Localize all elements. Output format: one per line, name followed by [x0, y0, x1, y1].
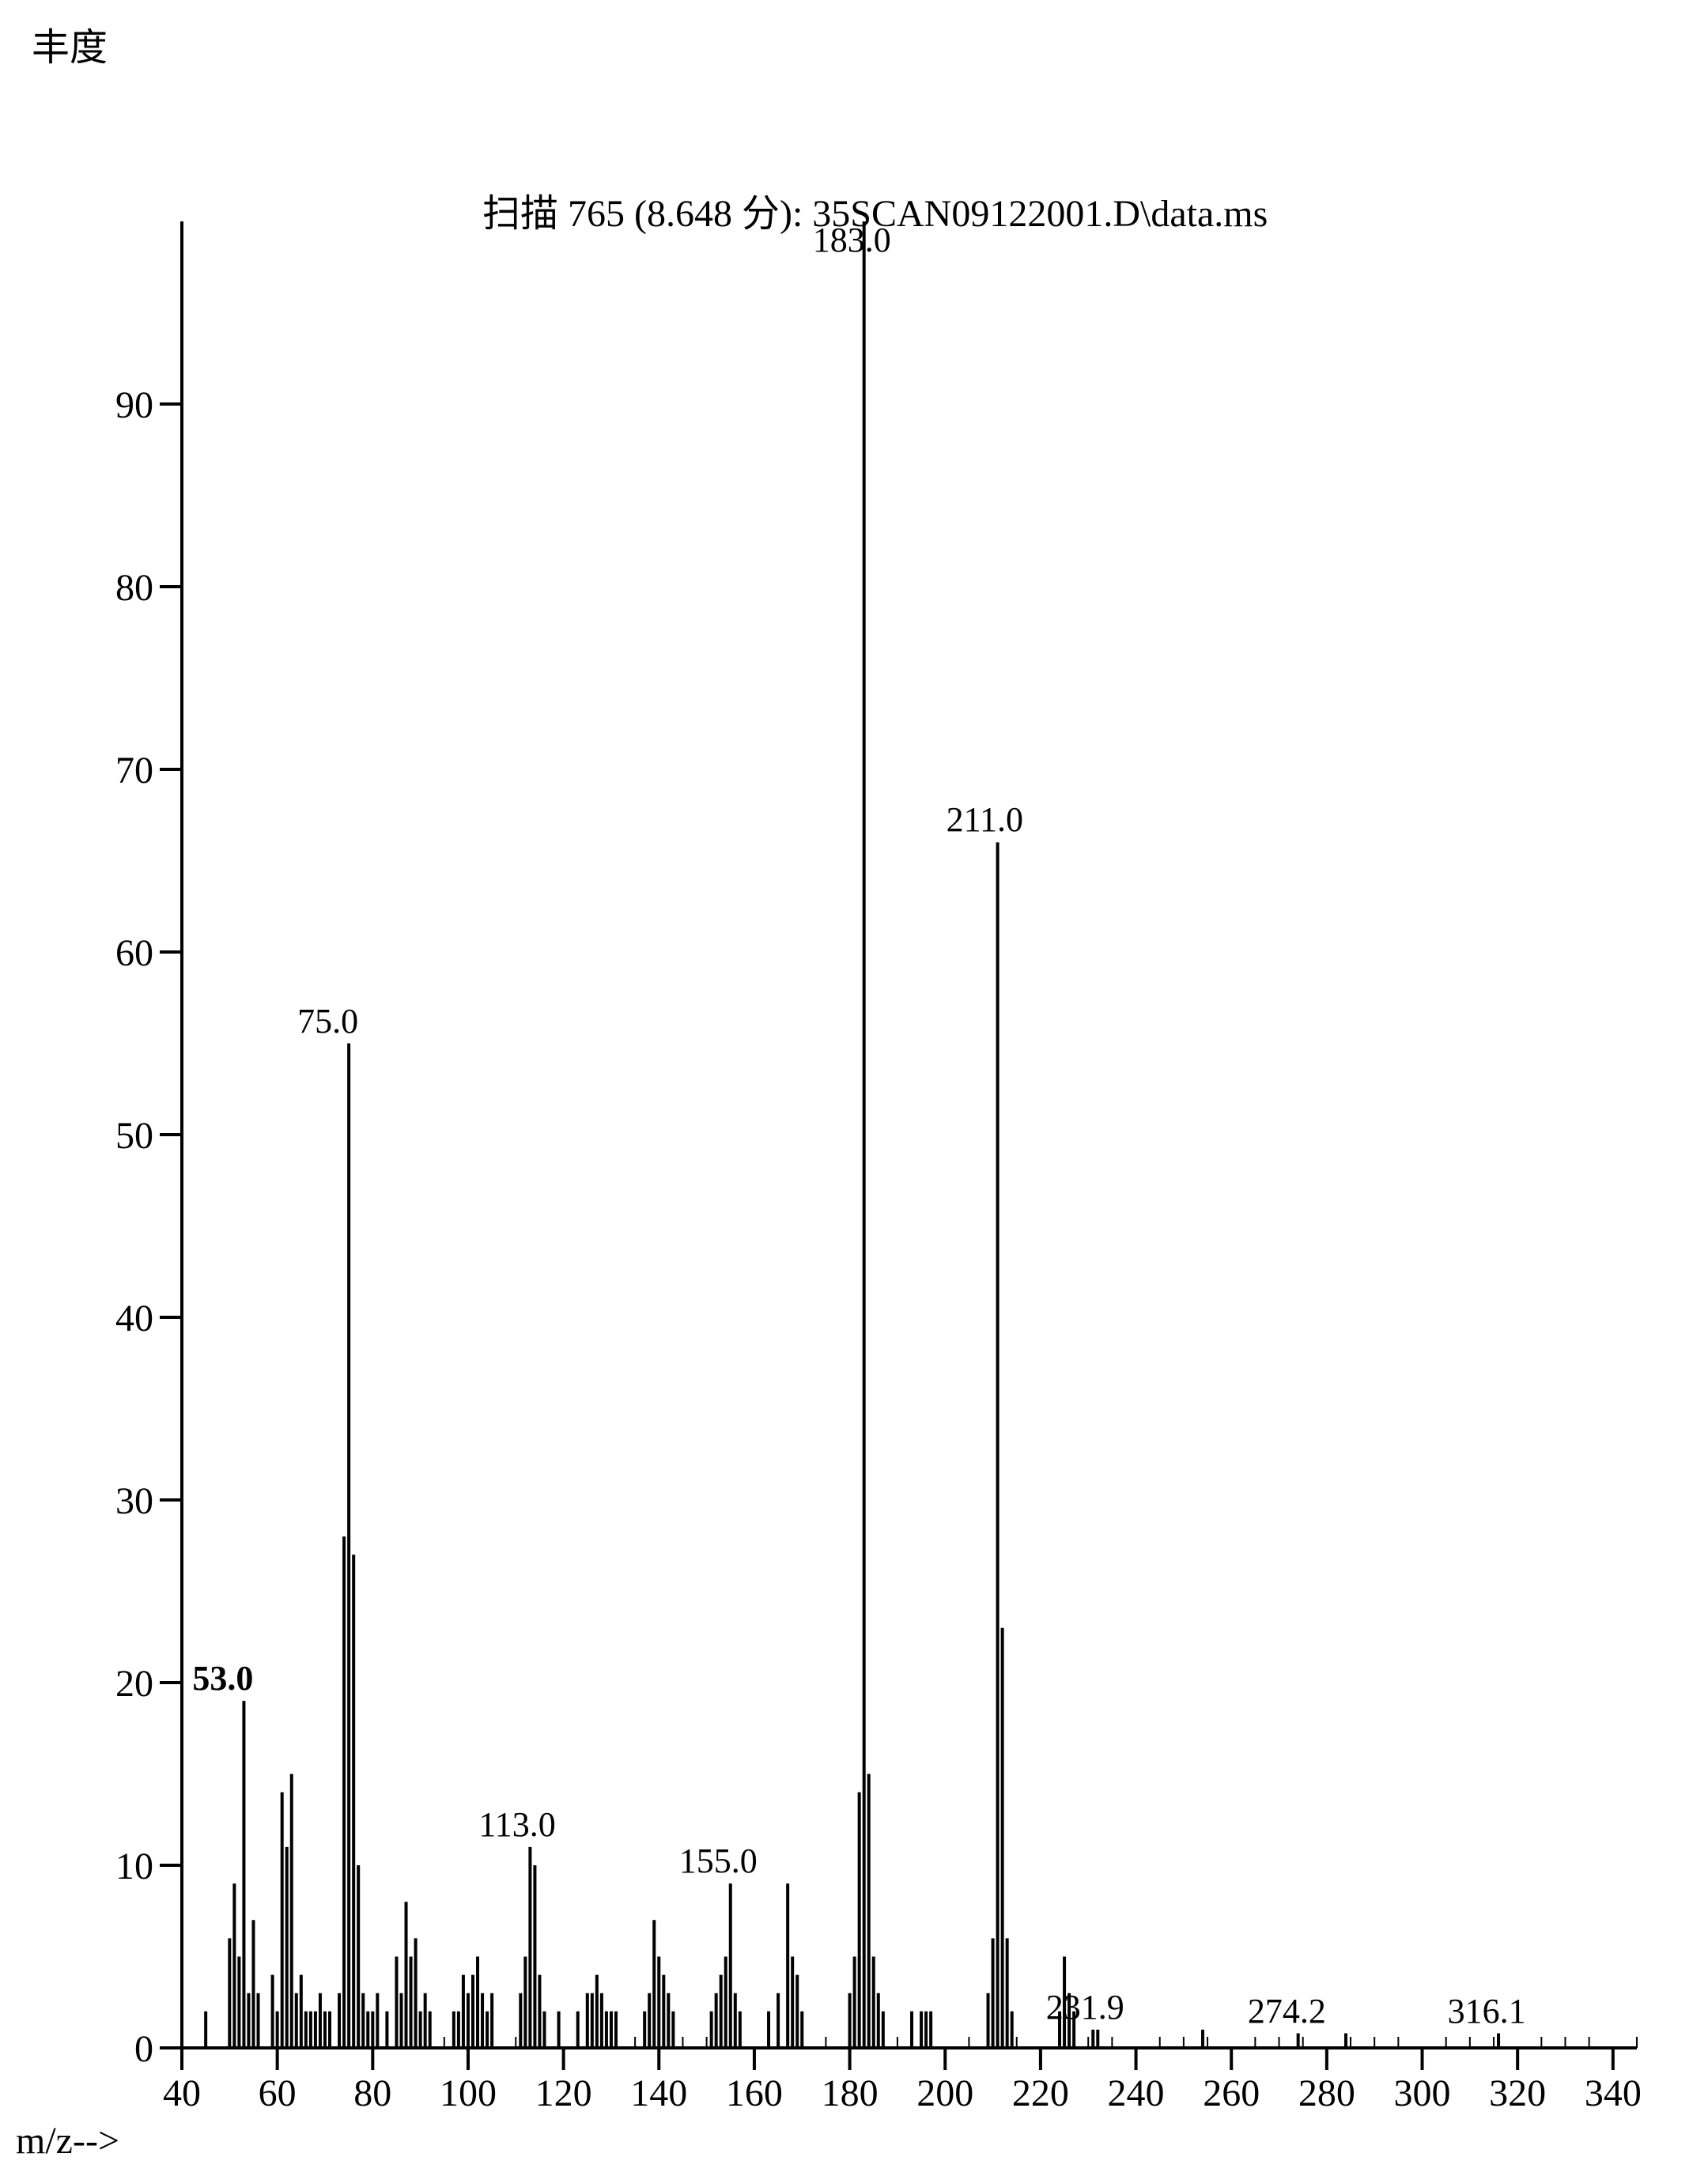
- mass-spectrum-plot: [182, 221, 1637, 2048]
- peak-label: 53.0: [192, 1658, 253, 1698]
- x-tick-label: 40: [146, 2072, 217, 2115]
- x-tick-label: 160: [719, 2072, 790, 2115]
- x-tick-label: 60: [242, 2072, 313, 2115]
- x-tick-label: 140: [623, 2072, 694, 2115]
- x-axis-title: m/z-->: [16, 2119, 119, 2163]
- page-root: 丰度 扫描 765 (8.648 分): 35SCAN09122001.D\da…: [0, 0, 1708, 2176]
- y-tick-label: 20: [115, 1662, 153, 1706]
- x-tick-label: 260: [1196, 2072, 1267, 2115]
- y-tick-label: 70: [115, 749, 153, 792]
- x-tick-label: 120: [528, 2072, 599, 2115]
- x-tick-label: 340: [1578, 2072, 1649, 2115]
- x-tick-label: 220: [1005, 2072, 1076, 2115]
- y-tick-label: 80: [115, 566, 153, 610]
- x-tick-label: 100: [433, 2072, 504, 2115]
- x-tick-label: 80: [337, 2072, 408, 2115]
- peak-label: 113.0: [478, 1804, 555, 1845]
- y-tick-label: 10: [115, 1845, 153, 1888]
- peak-label: 231.9: [1046, 1987, 1124, 2027]
- x-tick-label: 240: [1101, 2072, 1172, 2115]
- y-tick-label: 0: [134, 2027, 153, 2071]
- y-tick-label: 30: [115, 1479, 153, 1523]
- peak-label: 211.0: [947, 799, 1023, 840]
- y-tick-label: 90: [115, 383, 153, 427]
- x-tick-label: 300: [1387, 2072, 1458, 2115]
- y-tick-label: 40: [115, 1297, 153, 1340]
- y-tick-label: 60: [115, 931, 153, 975]
- peak-label: 75.0: [297, 1001, 358, 1041]
- x-tick-label: 280: [1291, 2072, 1362, 2115]
- y-tick-label: 50: [115, 1114, 153, 1158]
- x-tick-label: 320: [1482, 2072, 1553, 2115]
- peak-label: 155.0: [679, 1841, 758, 1881]
- peak-label: 183.0: [813, 220, 891, 260]
- x-tick-label: 200: [909, 2072, 981, 2115]
- peak-label: 274.2: [1248, 1991, 1326, 2031]
- x-tick-label: 180: [814, 2072, 886, 2115]
- y-axis-title: 丰度: [32, 16, 108, 71]
- peak-label: 316.1: [1448, 1991, 1526, 2031]
